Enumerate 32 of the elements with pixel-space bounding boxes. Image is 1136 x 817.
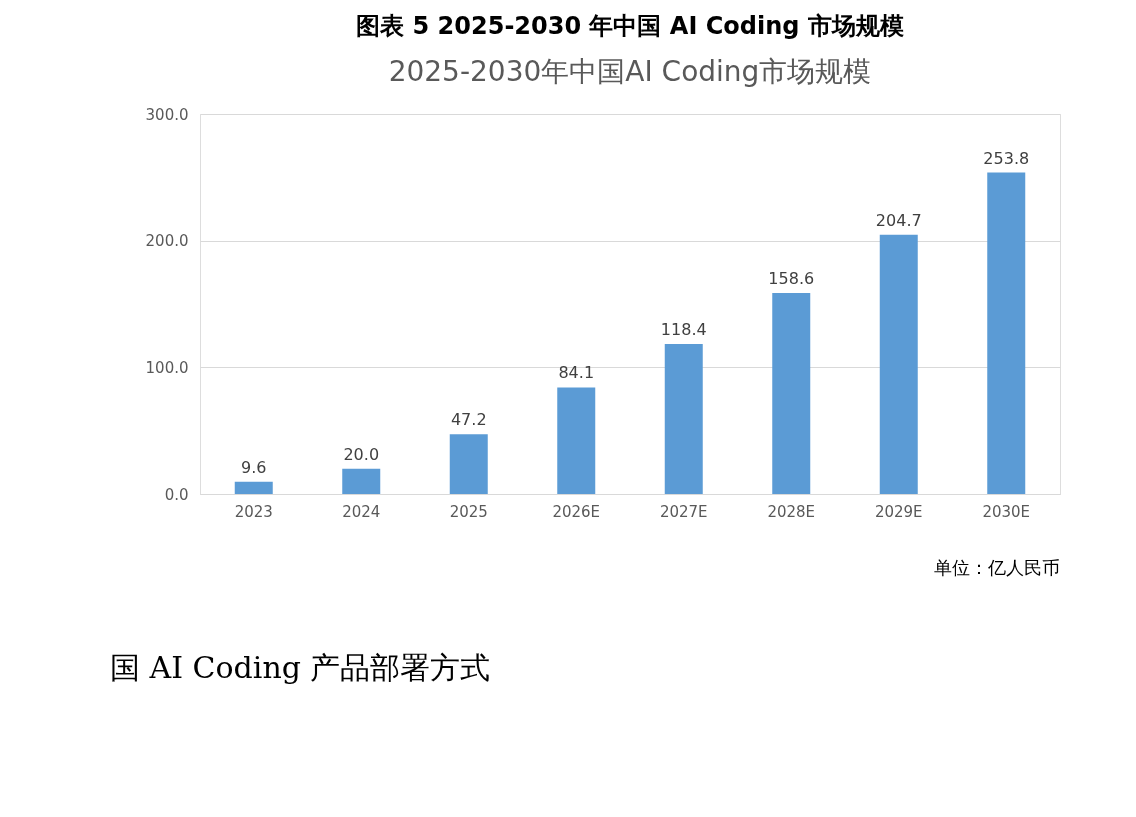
bar bbox=[664, 344, 703, 494]
chart-title: 图表 5 2025-2030 年中国 AI Coding 市场规模 bbox=[356, 12, 904, 40]
x-tick-label: 2030E bbox=[982, 502, 1031, 521]
y-tick-label: 300.0 bbox=[145, 105, 189, 124]
x-tick-label: 2029E bbox=[874, 502, 923, 521]
text: 国 AI Coding 产品部署方式 bbox=[110, 650, 491, 685]
data-label: 204.7 bbox=[875, 210, 922, 230]
data-label: 20.0 bbox=[343, 444, 380, 464]
bar bbox=[342, 468, 381, 494]
y-tick-label: 100.0 bbox=[145, 358, 189, 377]
data-label: 47.2 bbox=[450, 410, 487, 430]
data-label: 158.6 bbox=[768, 269, 815, 289]
bar bbox=[234, 481, 273, 494]
y-tick-label: 0.0 bbox=[164, 485, 189, 504]
y-tick-label: 200.0 bbox=[145, 232, 189, 251]
data-label: 118.4 bbox=[660, 320, 707, 340]
data-label: 9.6 bbox=[241, 457, 267, 477]
bar bbox=[987, 172, 1026, 494]
bar bbox=[449, 434, 488, 494]
text: 单位：亿人民币 bbox=[934, 557, 1060, 578]
x-tick-label: 2025 bbox=[449, 502, 488, 521]
x-tick-label: 2028E bbox=[767, 502, 816, 521]
bar bbox=[879, 234, 918, 494]
x-tick-label: 2024 bbox=[342, 502, 381, 521]
data-label: 253.8 bbox=[983, 148, 1030, 168]
data-label: 84.1 bbox=[558, 363, 595, 383]
bar bbox=[557, 387, 596, 494]
x-tick-label: 2023 bbox=[234, 502, 273, 521]
bar bbox=[772, 293, 811, 494]
x-tick-label: 2027E bbox=[659, 502, 708, 521]
chart-subtitle: 2025-2030年中国AI Coding市场规模 bbox=[388, 55, 872, 88]
x-tick-label: 2026E bbox=[552, 502, 601, 521]
